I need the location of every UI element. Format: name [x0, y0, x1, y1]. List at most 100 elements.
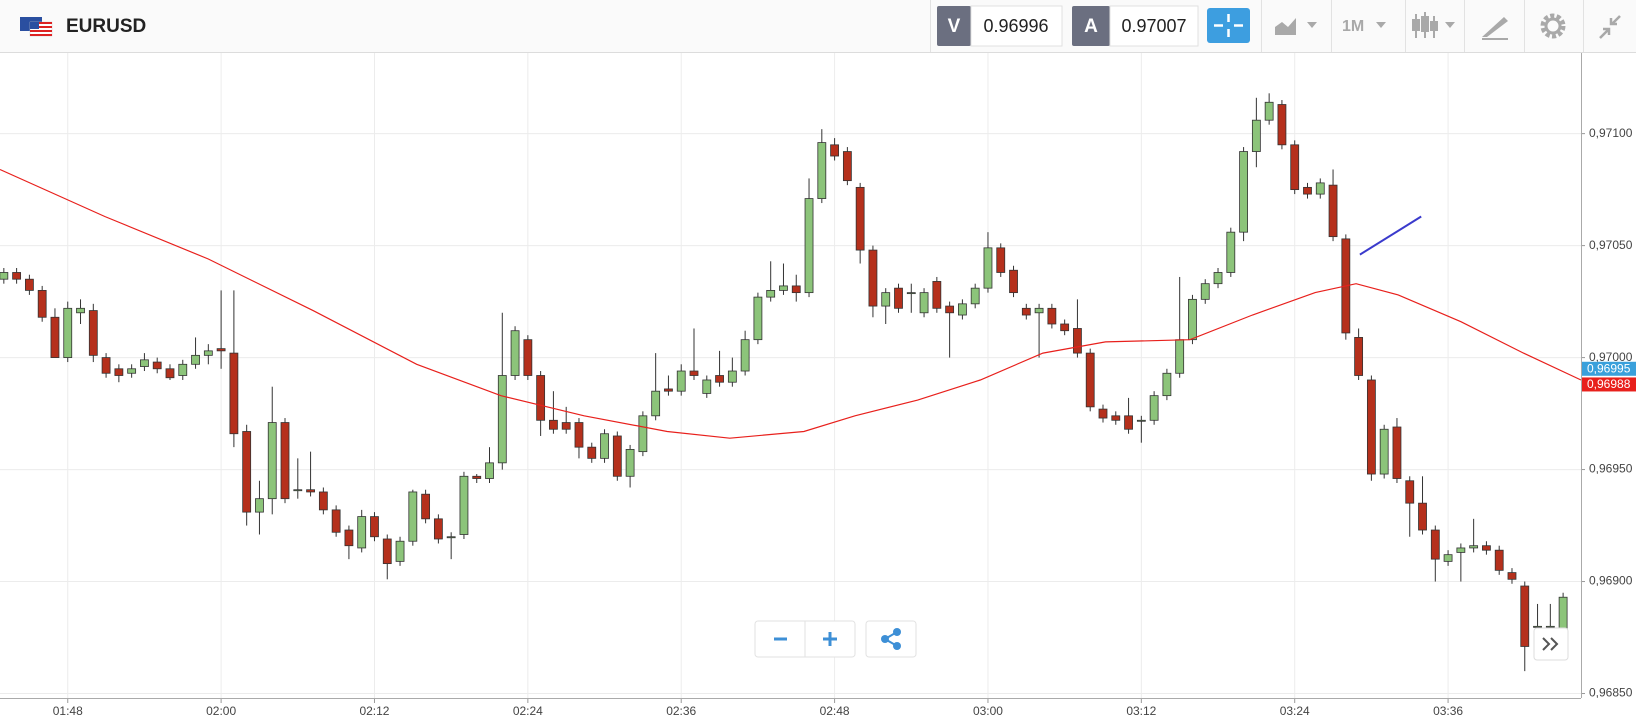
candle-body: [76, 307, 85, 314]
bid-button[interactable]: V 0.96996: [937, 5, 1063, 47]
candle-body: [549, 419, 558, 430]
settings-button[interactable]: [1540, 13, 1566, 39]
x-tick-label: 03:36: [1433, 704, 1463, 718]
candle-body: [689, 370, 699, 376]
candle-body: [255, 498, 264, 513]
candle-body: [1098, 408, 1108, 419]
x-tick-label: 03:12: [1126, 704, 1156, 718]
candle-body: [932, 281, 942, 309]
candle-body: [1162, 372, 1172, 397]
candle-body: [1443, 554, 1453, 562]
candle-body: [740, 339, 750, 372]
candle-body: [996, 247, 1006, 273]
candle-body: [600, 433, 609, 459]
candle-body: [958, 303, 967, 316]
candle-body: [779, 285, 788, 291]
y-tick-label: 0,97050: [1589, 238, 1633, 252]
draw-button[interactable]: [1482, 17, 1508, 40]
candle-body: [1124, 415, 1133, 430]
scroll-end-icon: [1542, 637, 1559, 651]
price-tag-label: 0,96995: [1587, 361, 1631, 375]
crosshair-button[interactable]: [1207, 8, 1250, 43]
candle-body: [485, 462, 494, 479]
candle-body: [267, 422, 277, 500]
candle-body: [1111, 415, 1121, 421]
candle-body: [318, 491, 328, 511]
candle-body: [881, 292, 891, 307]
share-dot: [893, 642, 901, 650]
timeframe: 1M: [1342, 18, 1364, 35]
candle-body: [1430, 529, 1440, 560]
candle-body: [868, 249, 878, 307]
candle-body: [1213, 272, 1223, 285]
candle-body: [1047, 307, 1057, 325]
candle-body: [919, 292, 929, 314]
candle-body: [203, 350, 213, 356]
candle-body: [497, 375, 507, 464]
candle-body: [1315, 182, 1325, 195]
share-button[interactable]: [881, 628, 901, 650]
candle-body: [165, 368, 175, 379]
candle-body: [1354, 337, 1364, 376]
price-tag-label: 0,96988: [1587, 377, 1631, 391]
chart-type-button[interactable]: [1275, 18, 1317, 35]
candle-body: [753, 296, 763, 341]
candle-body: [280, 422, 290, 500]
candle-body: [970, 287, 980, 305]
candle-body: [12, 272, 22, 280]
candle-body: [1558, 596, 1568, 632]
candle-body: [1418, 502, 1427, 531]
candle-body: [894, 287, 903, 309]
candle-body: [702, 379, 712, 394]
candle-body: [906, 292, 916, 295]
candle-body: [1009, 269, 1018, 294]
candle-body: [1264, 101, 1274, 121]
timeframe-button[interactable]: 1M: [1342, 18, 1386, 35]
candle-body: [651, 390, 661, 417]
zoom-in-button[interactable]: [823, 632, 837, 646]
candle-body: [842, 151, 852, 182]
x-tick-label: 02:12: [359, 704, 389, 718]
candle-body: [37, 289, 47, 318]
collapse-button[interactable]: [1599, 15, 1621, 39]
x-tick-label: 02:24: [513, 704, 543, 718]
x-tick-label: 03:24: [1280, 704, 1310, 718]
candle-body: [459, 475, 469, 535]
y-tick-label: 0,96950: [1589, 462, 1633, 476]
candle-body: [1328, 184, 1338, 238]
flag: [20, 17, 53, 37]
scroll-end-button[interactable]: [1533, 627, 1569, 661]
candle-body: [140, 359, 149, 367]
candle-body: [178, 363, 188, 376]
candle-body: [1085, 352, 1095, 408]
candle-body: [625, 449, 635, 477]
y-tick-label: 0,96850: [1589, 686, 1633, 700]
candle-body: [152, 361, 162, 370]
price-tag: [1582, 377, 1636, 392]
candle-body: [1545, 625, 1555, 628]
candle-body: [63, 307, 73, 358]
candle-body: [229, 352, 239, 435]
candle-body: [127, 368, 137, 374]
ask-button[interactable]: A 0.97007: [1072, 5, 1199, 47]
candle-body: [50, 316, 60, 358]
candle-body: [1060, 323, 1070, 332]
candle-body: [293, 489, 303, 492]
candle-body: [766, 289, 776, 298]
candle-body: [446, 536, 456, 539]
candle-body: [830, 144, 839, 157]
y-tick-label: 0,96900: [1589, 574, 1633, 588]
x-tick-label: 01:48: [53, 704, 83, 718]
candle-body: [1239, 151, 1248, 233]
candle-body: [344, 529, 354, 547]
candle-body: [791, 285, 801, 294]
ask-price: 0.97007: [1121, 16, 1186, 36]
candle-body: [1175, 339, 1185, 374]
candle-body: [1405, 480, 1415, 504]
candle-body: [1251, 119, 1261, 152]
candle-body: [523, 339, 533, 376]
y-tick-label: 0,97000: [1589, 350, 1633, 364]
candle-style-button[interactable]: [1412, 12, 1455, 38]
candle-body: [216, 348, 226, 352]
